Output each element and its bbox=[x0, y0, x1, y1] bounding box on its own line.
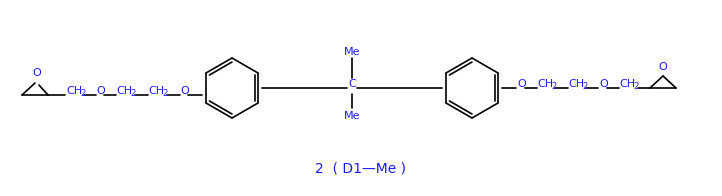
Text: Me: Me bbox=[344, 47, 360, 57]
Text: CH: CH bbox=[116, 86, 132, 96]
Text: O: O bbox=[599, 79, 608, 89]
Text: CH: CH bbox=[66, 86, 82, 96]
Text: 2: 2 bbox=[582, 82, 587, 91]
Text: 2: 2 bbox=[162, 89, 168, 98]
Text: 2  ( D1—Me ): 2 ( D1—Me ) bbox=[316, 161, 406, 175]
Text: O: O bbox=[517, 79, 526, 89]
Text: CH: CH bbox=[568, 79, 584, 89]
Text: 2: 2 bbox=[551, 82, 556, 91]
Text: O: O bbox=[658, 62, 667, 72]
Text: CH: CH bbox=[619, 79, 635, 89]
Text: 2: 2 bbox=[80, 89, 85, 98]
Text: O: O bbox=[180, 86, 188, 96]
Text: O: O bbox=[96, 86, 105, 96]
Text: O: O bbox=[32, 68, 41, 78]
Text: C: C bbox=[348, 79, 356, 89]
Text: Me: Me bbox=[344, 111, 360, 121]
Text: CH: CH bbox=[537, 79, 553, 89]
Text: 2: 2 bbox=[130, 89, 135, 98]
Text: 2: 2 bbox=[633, 82, 638, 91]
Text: CH: CH bbox=[148, 86, 164, 96]
